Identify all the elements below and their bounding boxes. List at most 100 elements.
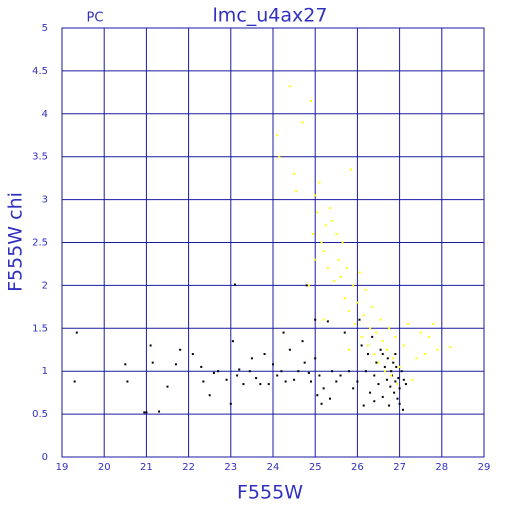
point	[339, 275, 342, 278]
point	[383, 365, 386, 368]
point	[398, 402, 401, 405]
point	[309, 99, 312, 102]
point	[356, 380, 359, 383]
point	[316, 394, 319, 397]
point	[166, 385, 169, 388]
point	[326, 267, 329, 270]
x-tick-label: 28	[435, 462, 448, 473]
point	[362, 314, 365, 317]
point	[231, 340, 234, 343]
point	[320, 402, 323, 405]
point	[217, 370, 220, 373]
point	[386, 357, 389, 360]
point	[358, 318, 361, 321]
point	[284, 380, 287, 383]
point	[151, 361, 154, 364]
point	[339, 374, 342, 377]
point	[343, 331, 346, 334]
x-tick-label: 20	[98, 462, 111, 473]
point	[360, 335, 363, 338]
point	[322, 318, 325, 321]
point	[282, 331, 285, 334]
point	[301, 340, 304, 343]
x-tick-label: 23	[224, 462, 237, 473]
point	[401, 408, 404, 411]
point	[350, 168, 353, 171]
point	[396, 397, 399, 400]
point	[293, 172, 296, 175]
x-axis-label: F555W	[237, 482, 303, 504]
point	[356, 301, 359, 304]
y-axis-label: F555W chi	[5, 192, 27, 292]
point	[280, 370, 283, 373]
point	[335, 380, 338, 383]
point	[307, 284, 310, 287]
point	[322, 250, 325, 253]
chart-title: lmc_u4ax27	[213, 5, 328, 27]
point	[200, 365, 203, 368]
point	[158, 410, 161, 413]
point	[366, 344, 369, 347]
x-tick-label: 27	[393, 462, 406, 473]
point	[236, 374, 239, 377]
point	[388, 327, 391, 330]
point	[394, 353, 397, 356]
point	[347, 348, 350, 351]
x-tick-label: 25	[309, 462, 322, 473]
point	[250, 357, 253, 360]
point	[360, 344, 363, 347]
point	[352, 387, 355, 390]
point	[379, 348, 382, 351]
point	[396, 383, 399, 386]
point	[305, 284, 308, 287]
point	[312, 232, 315, 235]
point	[432, 323, 435, 326]
point	[390, 370, 393, 373]
x-tick-label: 19	[56, 462, 69, 473]
x-tick-label: 29	[478, 462, 491, 473]
point	[385, 378, 388, 381]
point	[314, 357, 317, 360]
point	[343, 297, 346, 300]
point	[331, 370, 334, 373]
point	[419, 331, 422, 334]
y-tick-label: 1	[42, 366, 48, 377]
point	[415, 357, 418, 360]
point	[295, 190, 298, 193]
point	[397, 377, 400, 380]
point	[307, 371, 310, 374]
point	[390, 374, 393, 377]
y-tick-label: 0.5	[32, 409, 48, 420]
y-tick-label: 3	[42, 195, 48, 206]
point	[402, 344, 405, 347]
y-tick-label: 5	[42, 23, 48, 34]
point	[149, 344, 152, 347]
point	[143, 411, 146, 414]
y-tick-label: 4	[42, 109, 48, 120]
point	[381, 395, 384, 398]
point	[400, 370, 403, 373]
point	[369, 327, 372, 330]
point	[320, 241, 323, 244]
point	[276, 134, 279, 137]
y-tick-label: 2	[42, 280, 48, 291]
point	[364, 370, 367, 373]
point	[272, 363, 274, 366]
point	[328, 397, 331, 400]
point	[379, 318, 382, 321]
point	[393, 391, 396, 394]
point	[392, 361, 395, 364]
point	[423, 353, 426, 356]
point	[212, 371, 215, 374]
point	[229, 402, 232, 405]
point	[411, 378, 414, 381]
point	[373, 353, 376, 356]
point	[371, 335, 374, 338]
point	[352, 284, 355, 287]
point	[377, 361, 380, 364]
point	[428, 335, 431, 338]
point	[248, 370, 251, 373]
point	[318, 181, 321, 184]
point	[238, 368, 241, 371]
